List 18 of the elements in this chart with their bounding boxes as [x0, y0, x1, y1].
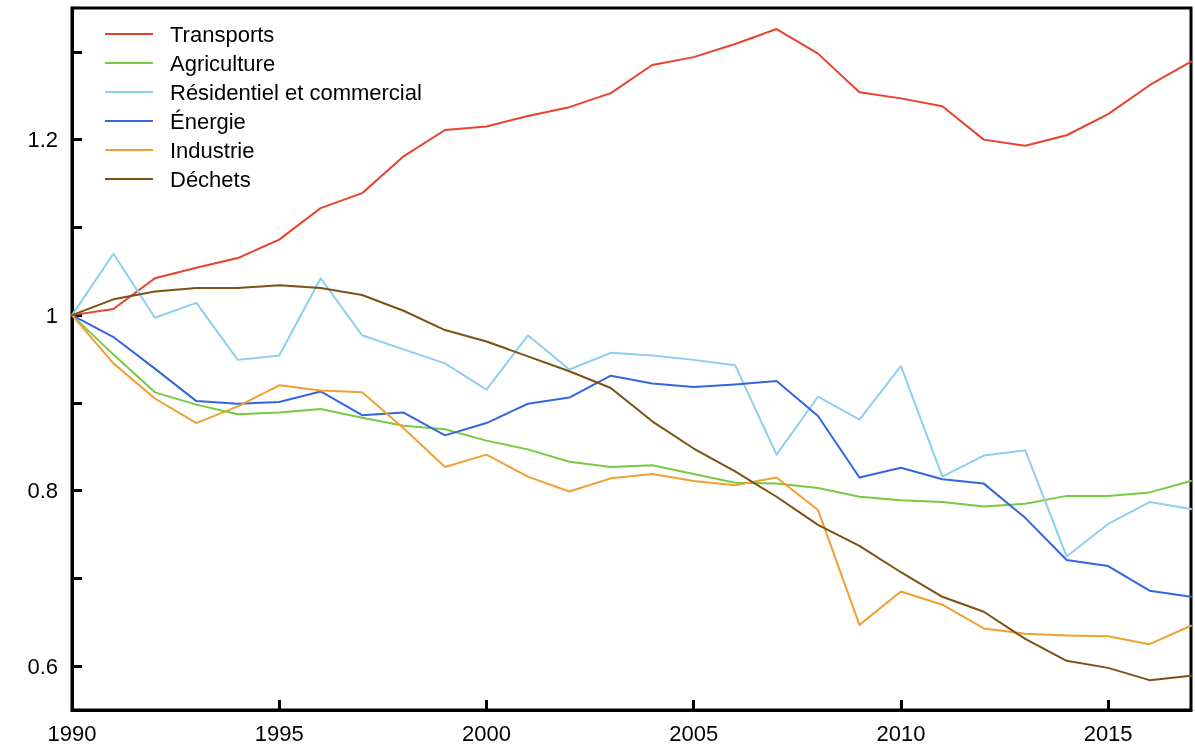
legend-label: Déchets [170, 166, 251, 192]
line-series [71, 252, 1192, 558]
y-tick-label: 1.2 [27, 127, 58, 153]
y-tick-label: 0.8 [27, 478, 58, 504]
legend-label: Industrie [170, 137, 255, 163]
legend-label: Transports [170, 21, 275, 47]
x-tick-label: 2000 [461, 720, 511, 746]
y-tick-label: 0.6 [27, 653, 58, 679]
y-tick-label: 1 [45, 302, 58, 328]
x-tick-label: 1995 [254, 720, 304, 746]
x-tick-label: 2010 [876, 720, 926, 746]
x-tick-label: 1990 [47, 720, 97, 746]
legend-label: Agriculture [170, 50, 276, 76]
line-series [71, 284, 1192, 682]
x-tick-label: 2015 [1083, 720, 1133, 746]
legend-label: Résidentiel et commercial [170, 79, 422, 105]
x-tick-label: 2005 [669, 720, 719, 746]
legend-label: Énergie [170, 108, 246, 134]
